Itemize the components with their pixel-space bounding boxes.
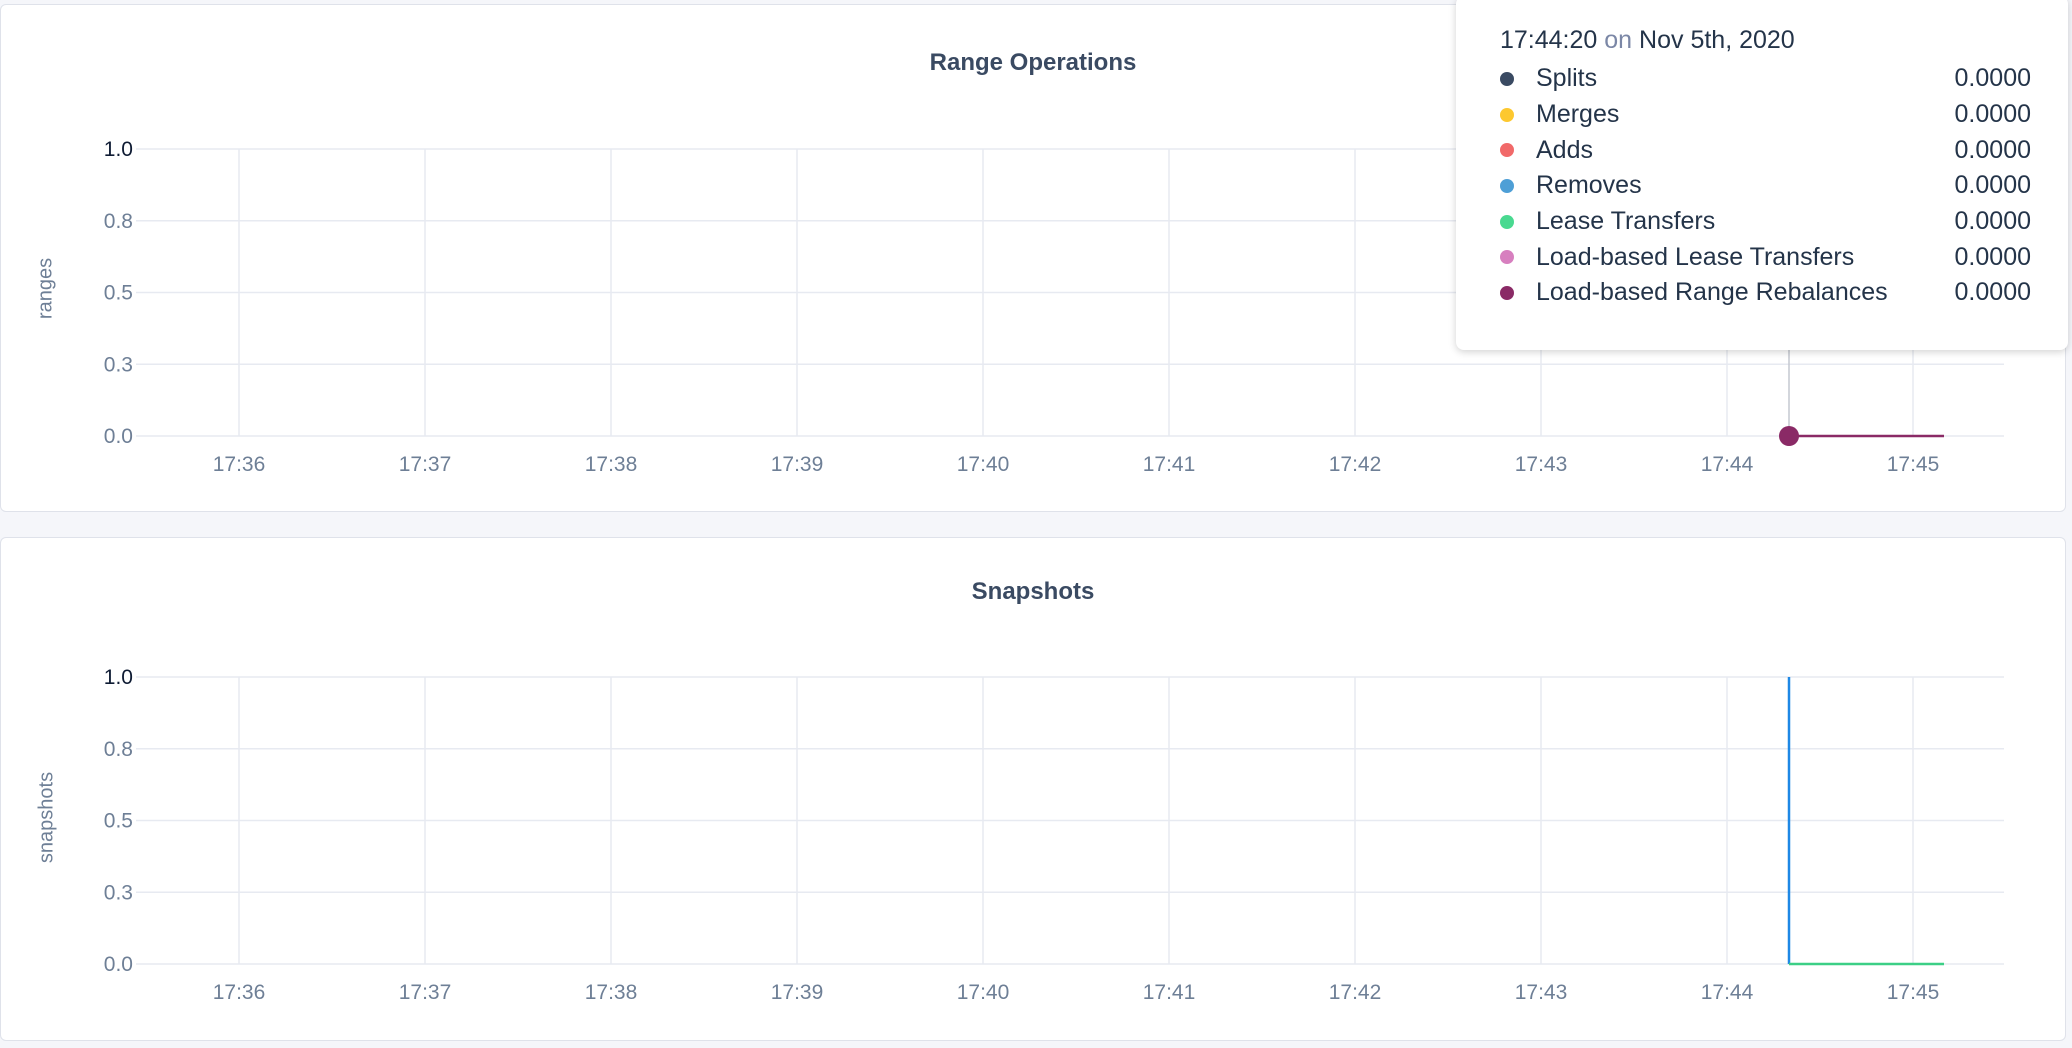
tooltip-row: Load-based Range Rebalances 0.0000 [1500,275,2068,311]
series-color-dot-icon [1500,71,1514,86]
series-value: 0.0000 [1954,171,2031,200]
tooltip-header: 17:44:20 on Nov 5th, 2020 [1500,26,2068,55]
x-tick-label: 17:37 [399,453,452,476]
series-value: 0.0000 [1954,135,2031,164]
x-tick-label: 17:36 [213,453,266,476]
chart-tooltip: 17:44:20 on Nov 5th, 2020 Splits 0.0000 Me… [1456,0,2068,350]
series-name: Removes [1536,171,1642,200]
tooltip-row: Splits 0.0000 [1500,61,2068,97]
snapshots-chart[interactable]: 1.0 0.8 0.5 0.3 0.0 17:36 17:37 17:38 17:39 17:40… [1,538,2067,1042]
y-tick-label: 0.3 [104,881,133,904]
series-color-dot-icon [1500,107,1514,122]
tooltip-on: on [1604,26,1633,54]
hover-point [1779,426,1799,446]
series-value: 0.0000 [1954,64,2031,93]
y-tick-label: 1.0 [104,138,133,161]
snapshots-panel: Snapshots snapshots 1.0 0.8 0.5 0.3 0.0 17:36… [0,537,2066,1041]
x-tick-label: 17:38 [585,981,638,1004]
tooltip-time: 17:44:20 [1500,26,1598,54]
series-name: Splits [1536,64,1598,93]
series-value: 0.0000 [1954,100,2031,129]
y-tick-label: 0.0 [104,425,133,448]
chart-title: Range Operations [929,49,1137,76]
tooltip-date: Nov 5th, 2020 [1639,26,1795,54]
x-tick-label: 17:40 [957,453,1010,476]
x-tick-label: 17:37 [399,981,452,1004]
tooltip-row: Lease Transfers 0.0000 [1500,204,2068,240]
series-color-dot-icon [1500,250,1514,265]
series-name: Lease Transfers [1536,207,1716,236]
series-color-dot-icon [1500,285,1514,300]
x-tick-label: 17:38 [585,453,638,476]
x-tick-label: 17:40 [957,981,1010,1004]
tooltip-row: Load-based Lease Transfers 0.0000 [1500,239,2068,275]
series-name: Load-based Lease Transfers [1536,242,1855,271]
series-value: 0.0000 [1954,242,2031,271]
x-tick-label: 17:41 [1143,453,1196,476]
x-tick-label: 17:45 [1887,981,1940,1004]
x-tick-label: 17:36 [213,981,266,1004]
x-tick-label: 17:44 [1701,453,1754,476]
x-tick-label: 17:45 [1887,453,1940,476]
x-tick-label: 17:42 [1329,453,1382,476]
x-tick-label: 17:39 [771,981,824,1004]
x-tick-label: 17:39 [771,453,824,476]
x-tick-label: 17:41 [1143,981,1196,1004]
y-tick-label: 0.0 [104,953,133,976]
x-tick-label: 17:44 [1701,981,1754,1004]
y-tick-label: 0.5 [104,282,133,305]
x-tick-label: 17:43 [1515,453,1568,476]
y-tick-label: 0.8 [104,210,133,233]
y-tick-label: 0.3 [104,353,133,376]
series-name: Merges [1536,100,1620,129]
tooltip-row: Removes 0.0000 [1500,168,2068,204]
series-color-dot-icon [1500,214,1514,229]
tooltip-row: Adds 0.0000 [1500,132,2068,168]
y-tick-label: 0.5 [104,810,133,833]
series-color-dot-icon [1500,178,1514,193]
x-tick-label: 17:42 [1329,981,1382,1004]
series-value: 0.0000 [1954,278,2031,307]
y-tick-label: 0.8 [104,738,133,761]
chart-title: Snapshots [971,578,1095,605]
y-tick-label: 1.0 [104,666,133,689]
x-tick-label: 17:43 [1515,981,1568,1004]
tooltip-row: Merges 0.0000 [1500,97,2068,133]
series-color-dot-icon [1500,143,1514,158]
series-name: Adds [1536,135,1593,164]
series-name: Load-based Range Rebalances [1536,278,1888,307]
series-value: 0.0000 [1954,207,2031,236]
